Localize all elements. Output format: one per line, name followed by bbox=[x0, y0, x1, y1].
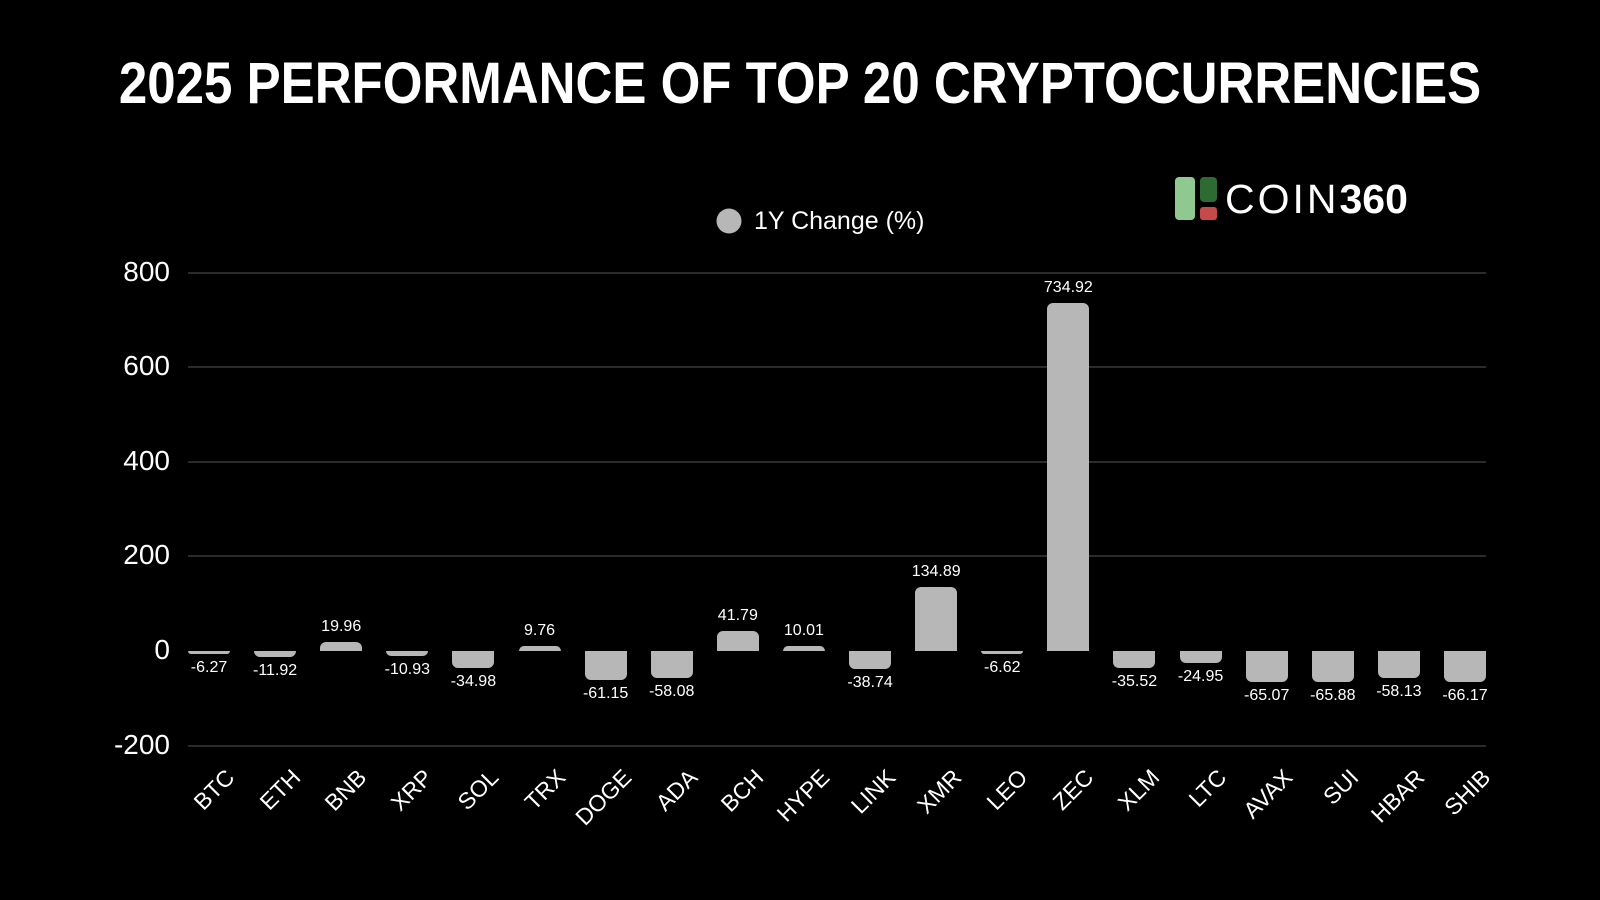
bar-value-label: -6.62 bbox=[984, 659, 1021, 677]
bar-value-label: -58.08 bbox=[649, 683, 695, 701]
bar-value-label: 41.79 bbox=[717, 607, 758, 625]
bar bbox=[320, 641, 363, 651]
y-axis-tick-label: 400 bbox=[123, 444, 170, 476]
y-axis-tick-label: 0 bbox=[154, 634, 170, 665]
legend-dot-icon bbox=[716, 208, 742, 234]
bar bbox=[584, 651, 627, 680]
gridline bbox=[188, 271, 1486, 274]
logo-text-360: 360 bbox=[1339, 176, 1408, 222]
gridline bbox=[188, 555, 1486, 558]
bar bbox=[452, 651, 495, 668]
bar bbox=[981, 651, 1024, 655]
coin360-logo: COIN360 bbox=[1175, 176, 1408, 222]
y-axis-tick-label: 800 bbox=[123, 255, 170, 287]
bar-value-label: -61.15 bbox=[582, 684, 629, 702]
bar-value-label: -34.98 bbox=[450, 672, 497, 690]
coin360-logo-icon bbox=[1175, 177, 1217, 220]
coin360-logo-text: COIN360 bbox=[1225, 177, 1408, 221]
bar-value-label: -11.92 bbox=[253, 661, 298, 679]
bar-value-label: -65.07 bbox=[1243, 686, 1290, 704]
bar bbox=[1444, 651, 1486, 683]
bar-value-label: 734.92 bbox=[1043, 279, 1093, 297]
bar-value-label: -6.27 bbox=[190, 658, 228, 676]
bar bbox=[716, 631, 759, 651]
bar bbox=[1179, 651, 1222, 663]
bar-value-label: -24.95 bbox=[1177, 667, 1224, 685]
bar-value-label: -38.74 bbox=[847, 674, 893, 692]
bar-value-label: -65.88 bbox=[1310, 687, 1356, 705]
gridline bbox=[188, 366, 1486, 369]
page-title: 2025 PERFORMANCE OF TOP 20 CRYPTOCURRENC… bbox=[118, 51, 1482, 116]
legend-label: 1Y Change (%) bbox=[754, 206, 925, 235]
bar-value-label: -35.52 bbox=[1111, 672, 1158, 690]
bar bbox=[1113, 651, 1156, 668]
bar bbox=[188, 651, 230, 654]
bar-value-label: 10.01 bbox=[783, 622, 824, 640]
bar bbox=[1377, 651, 1420, 679]
bar bbox=[782, 646, 825, 651]
bar-value-label: 19.96 bbox=[321, 617, 362, 635]
x-axis-tick-label: BTC bbox=[188, 764, 240, 815]
bar bbox=[915, 587, 958, 651]
bar bbox=[1047, 303, 1090, 651]
bar bbox=[518, 646, 561, 651]
gridline bbox=[188, 460, 1486, 463]
y-axis-tick-label: -200 bbox=[113, 728, 170, 760]
bar bbox=[254, 651, 297, 657]
y-axis-tick-label: 200 bbox=[123, 539, 170, 571]
bar bbox=[386, 651, 429, 657]
bar bbox=[1245, 651, 1288, 682]
bar-value-label: -10.93 bbox=[384, 661, 430, 679]
bar bbox=[849, 651, 892, 670]
bar bbox=[650, 651, 693, 679]
bar-value-label: 134.89 bbox=[911, 563, 961, 581]
y-axis-tick-label: 600 bbox=[123, 350, 170, 382]
gridline bbox=[188, 744, 1486, 747]
page-title-row: 2025 PERFORMANCE OF TOP 20 CRYPTOCURRENC… bbox=[0, 50, 1600, 117]
bar-value-label: -66.17 bbox=[1442, 687, 1488, 705]
bar-value-label: 9.76 bbox=[523, 622, 556, 640]
chart-legend: 1Y Change (%) bbox=[716, 204, 924, 238]
logo-text-coin: COIN bbox=[1225, 176, 1340, 222]
bar bbox=[1311, 651, 1354, 683]
bar-value-label: -58.13 bbox=[1376, 683, 1422, 701]
